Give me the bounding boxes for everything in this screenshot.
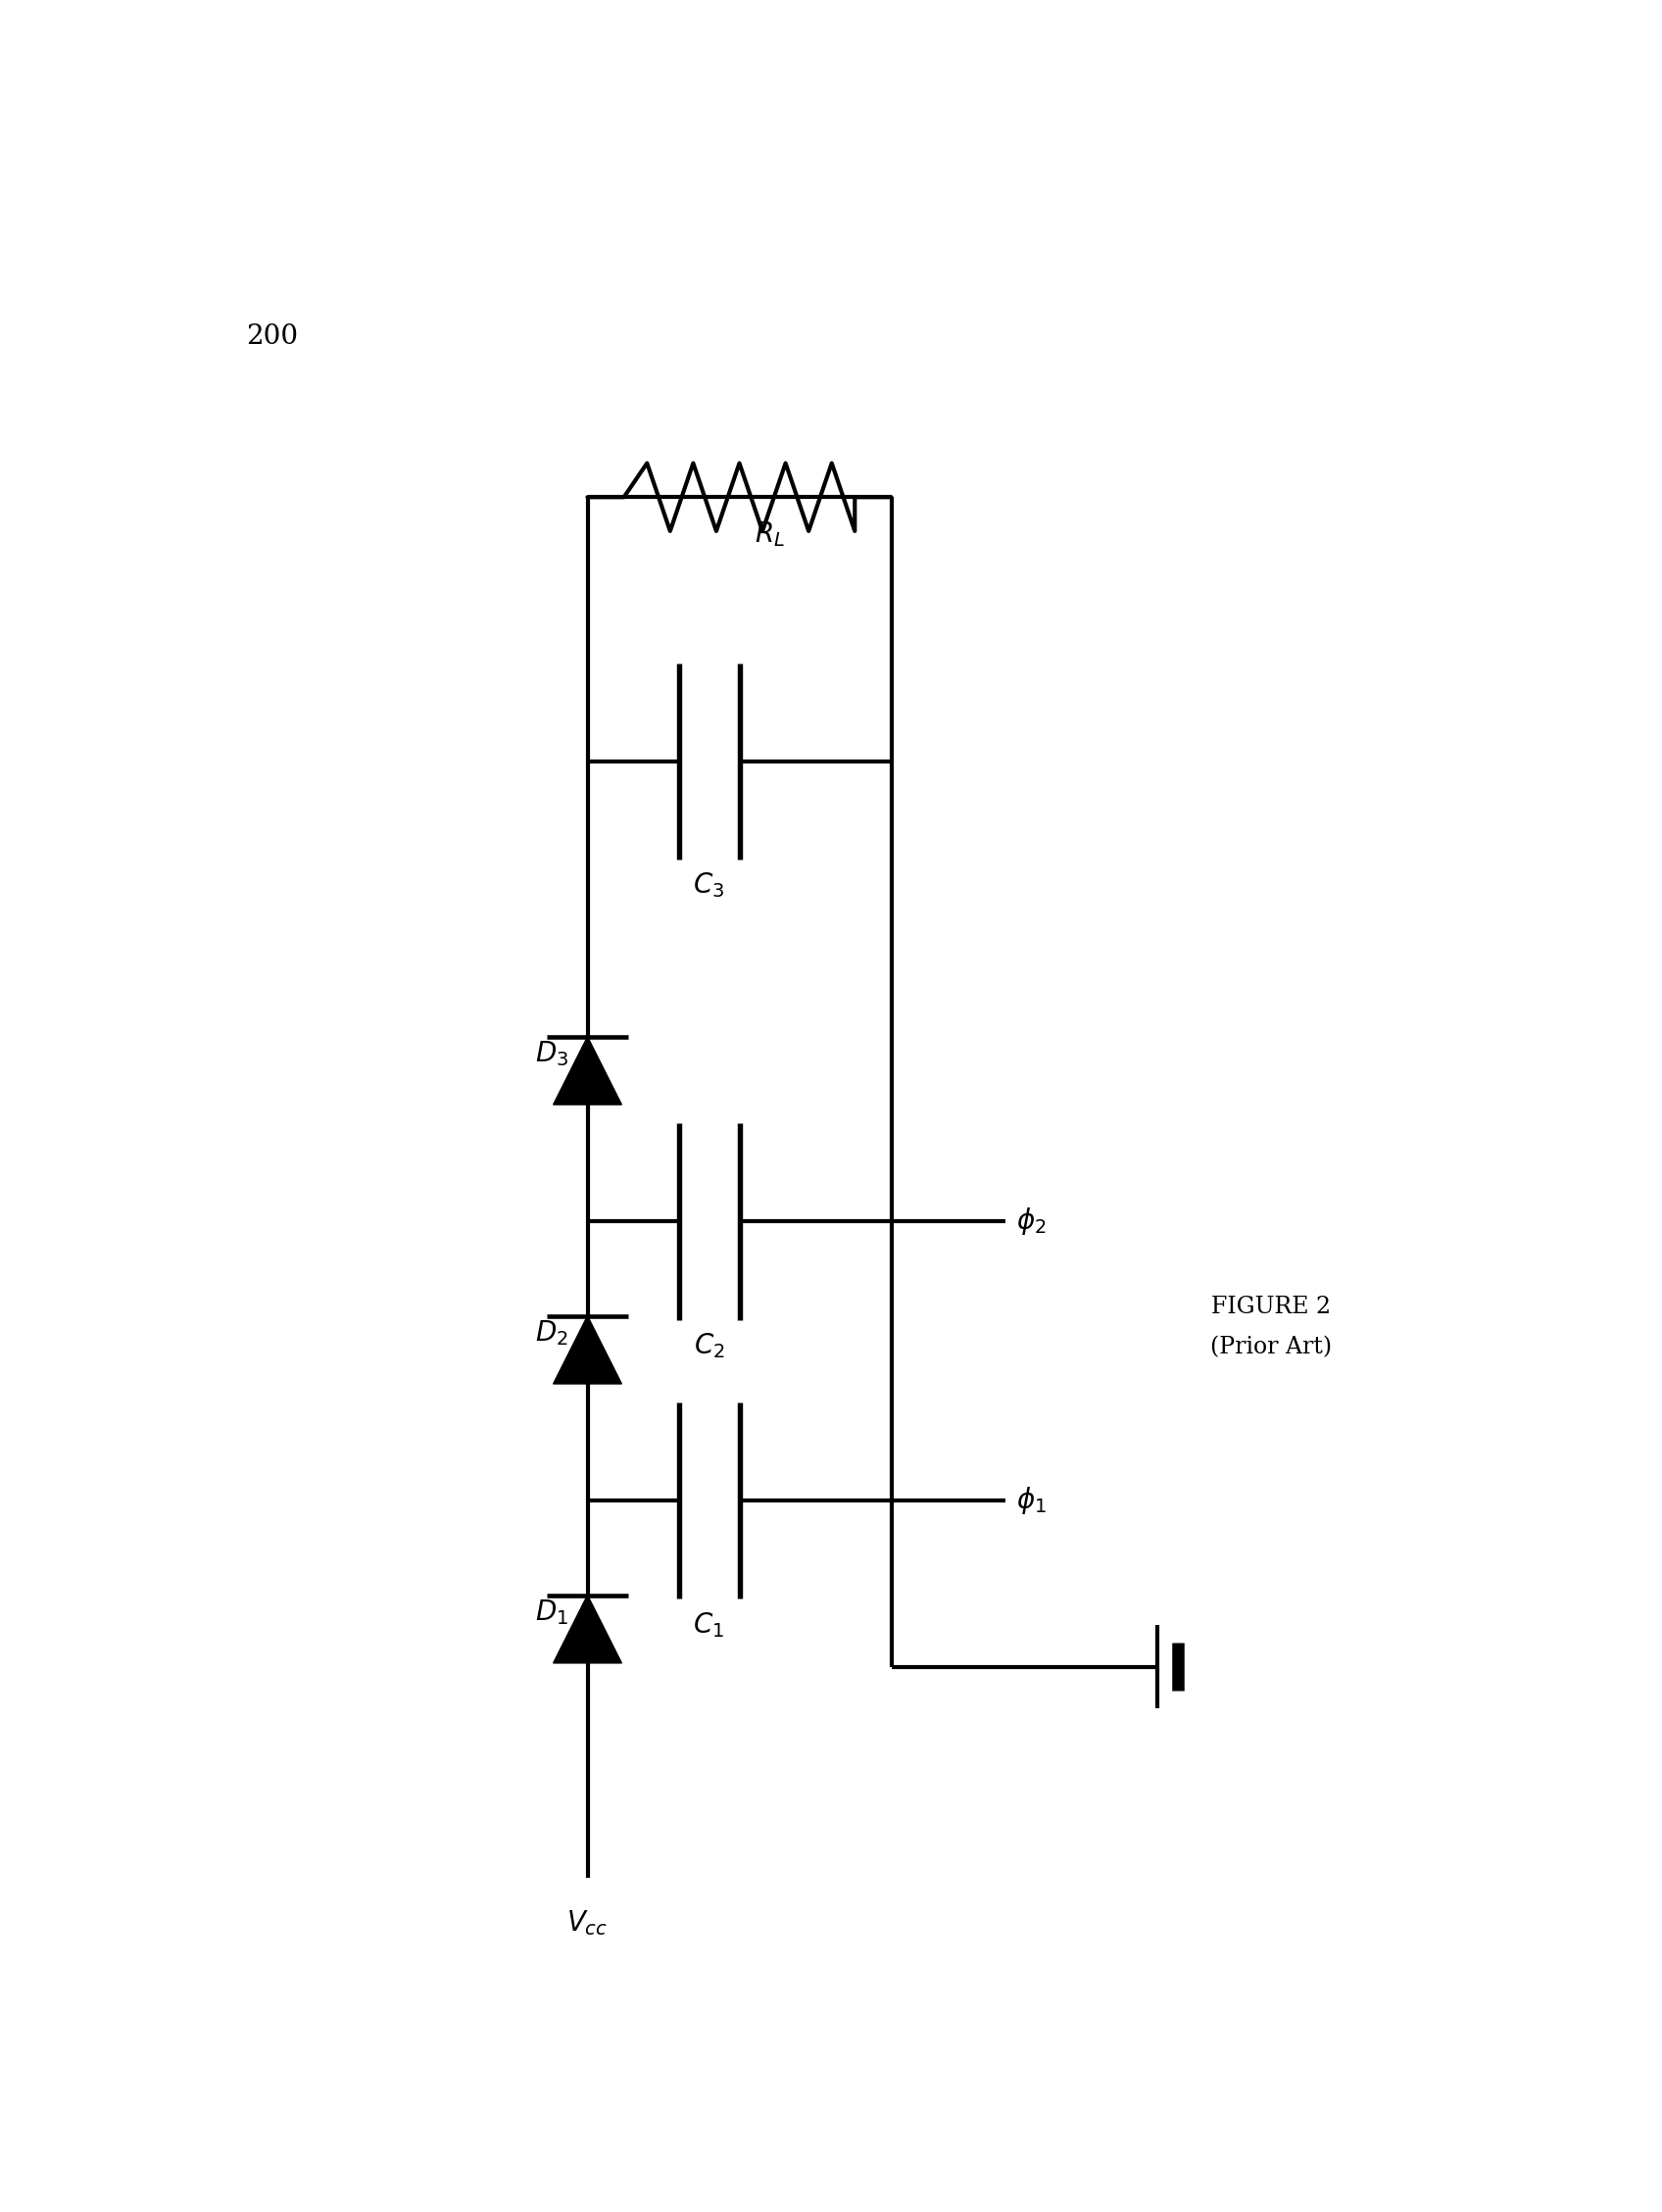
Text: 200: 200	[246, 323, 297, 349]
Text: $C_3$: $C_3$	[693, 872, 725, 900]
Text: $C_1$: $C_1$	[693, 1610, 725, 1639]
Text: $\phi_1$: $\phi_1$	[1017, 1484, 1047, 1517]
Text: $R_L$: $R_L$	[755, 520, 784, 549]
Polygon shape	[553, 1595, 622, 1663]
Text: $D_1$: $D_1$	[535, 1597, 568, 1626]
Text: FIGURE 2
(Prior Art): FIGURE 2 (Prior Art)	[1210, 1296, 1331, 1358]
Polygon shape	[553, 1037, 622, 1104]
Text: $D_2$: $D_2$	[535, 1318, 568, 1347]
Text: $D_3$: $D_3$	[535, 1040, 568, 1068]
Polygon shape	[553, 1316, 622, 1385]
Text: $C_2$: $C_2$	[693, 1332, 725, 1360]
Text: $\phi_2$: $\phi_2$	[1017, 1206, 1047, 1237]
Text: $V_{cc}$: $V_{cc}$	[567, 1909, 608, 1938]
